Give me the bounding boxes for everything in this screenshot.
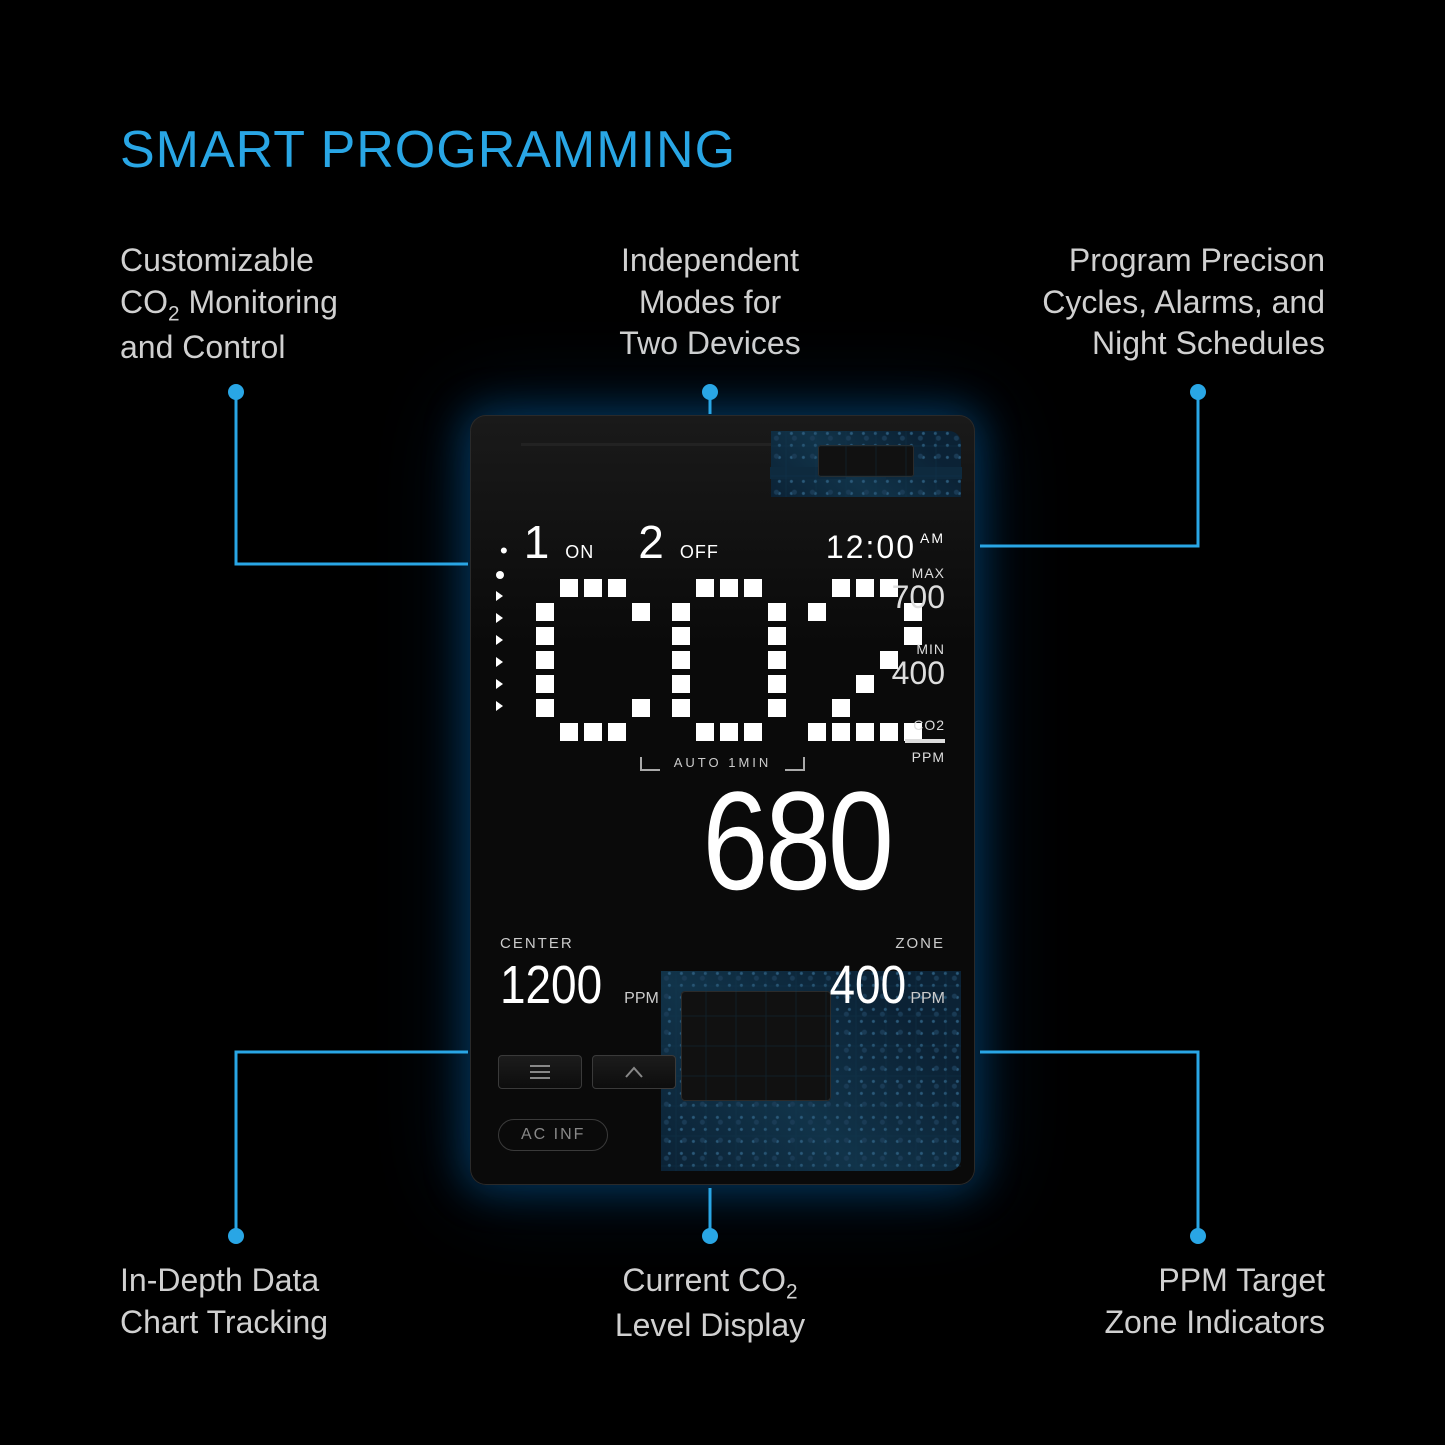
co2-reading: 680 [567, 771, 945, 911]
callout-top-left: Customizable CO2 Monitoring and Control [120, 240, 338, 369]
minmax-readout: MAX 700 MIN 400 CO2 PPM [892, 565, 945, 793]
callout-bot-center: Current CO2 Level Display [590, 1260, 830, 1347]
page-title: SMART PROGRAMMING [120, 120, 736, 180]
clock-display: 12:00AM [826, 531, 945, 564]
pcb-cutaway-top [771, 431, 961, 497]
center-reading: CENTER 1200PPM [500, 935, 659, 1012]
callout-bot-left: In-Depth Data Chart Tracking [120, 1260, 328, 1343]
level-indicator [496, 571, 504, 711]
status-row: • 1 ON 2 OFF 12:00AM [500, 515, 945, 569]
callout-top-right: Program Precison Cycles, Alarms, and Nig… [1042, 240, 1325, 365]
co2-dotmatrix [536, 579, 945, 741]
menu-button[interactable] [498, 1055, 582, 1089]
zone-reading: ZONE 400PPM [816, 935, 945, 1012]
callout-bot-right: PPM Target Zone Indicators [1104, 1260, 1325, 1343]
device-screen: • 1 ON 2 OFF 12:00AM MAX 700 MIN 400 [500, 515, 945, 975]
brand-badge: AC INF [498, 1119, 608, 1151]
up-button[interactable] [592, 1055, 676, 1089]
device-controller: • 1 ON 2 OFF 12:00AM MAX 700 MIN 400 [470, 415, 975, 1185]
device-buttons [498, 1055, 676, 1089]
callout-top-center: Independent Modes for Two Devices [580, 240, 840, 365]
